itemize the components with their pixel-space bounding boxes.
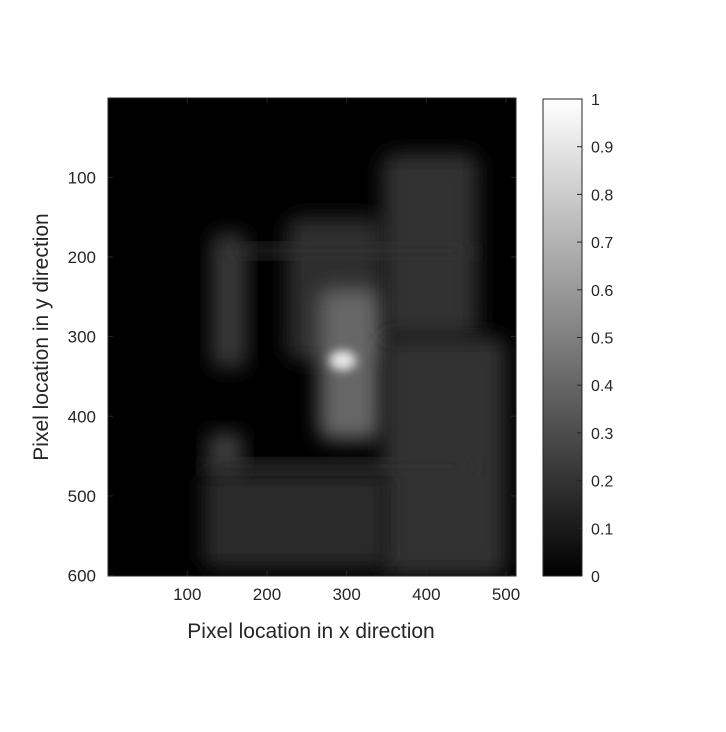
colorbar-tick-label: 0.3 (591, 426, 613, 443)
y-tick-label: 300 (68, 328, 96, 347)
y-axis: 100 200 300 400 500 600 (68, 168, 516, 586)
colorbar-tick-label: 0.8 (591, 187, 613, 204)
colorbar-tick-label: 0.1 (591, 521, 613, 538)
colorbar-tick-label: 0.6 (591, 283, 613, 300)
colorbar-tick-label: 1 (591, 92, 600, 109)
heat-region-0 (211, 233, 248, 369)
y-axis-label: Pixel location in y direction (30, 213, 53, 460)
y-tick-label: 600 (68, 567, 96, 586)
heatmap-image (203, 153, 507, 576)
colorbar-ticks: 0 0.1 0.2 0.3 0.4 0.5 0.6 0.7 0.8 0.9 1 (577, 92, 613, 586)
heat-region-5 (203, 472, 387, 568)
colorbar: 0 0.1 0.2 0.3 0.4 0.5 0.6 0.7 0.8 0.9 1 (542, 92, 613, 586)
heat-region-7 (235, 244, 475, 257)
y-tick-label: 100 (68, 168, 96, 187)
heat-region-8 (203, 460, 475, 473)
x-axis: 100 200 300 400 500 (173, 98, 520, 604)
heat-region-4 (382, 336, 507, 576)
y-tick-label: 500 (68, 487, 96, 506)
heatmap-plot (107, 97, 517, 577)
x-axis-label: Pixel location in x direction (187, 620, 434, 643)
colorbar-gradient (542, 98, 583, 577)
y-tick-label: 200 (68, 248, 96, 267)
x-tick-label: 100 (173, 585, 201, 604)
heat-peak (337, 356, 348, 365)
colorbar-tick-label: 0.7 (591, 235, 613, 252)
x-tick-label: 200 (253, 585, 281, 604)
x-tick-label: 400 (412, 585, 440, 604)
colorbar-tick-label: 0 (591, 569, 600, 586)
colorbar-tick-label: 0.9 (591, 140, 613, 157)
colorbar-tick-label: 0.2 (591, 474, 613, 491)
colorbar-tick-label: 0.5 (591, 331, 613, 348)
x-tick-label: 300 (332, 585, 360, 604)
x-tick-label: 500 (492, 585, 520, 604)
colorbar-tick-label: 0.4 (591, 378, 613, 395)
y-tick-label: 400 (68, 407, 96, 426)
